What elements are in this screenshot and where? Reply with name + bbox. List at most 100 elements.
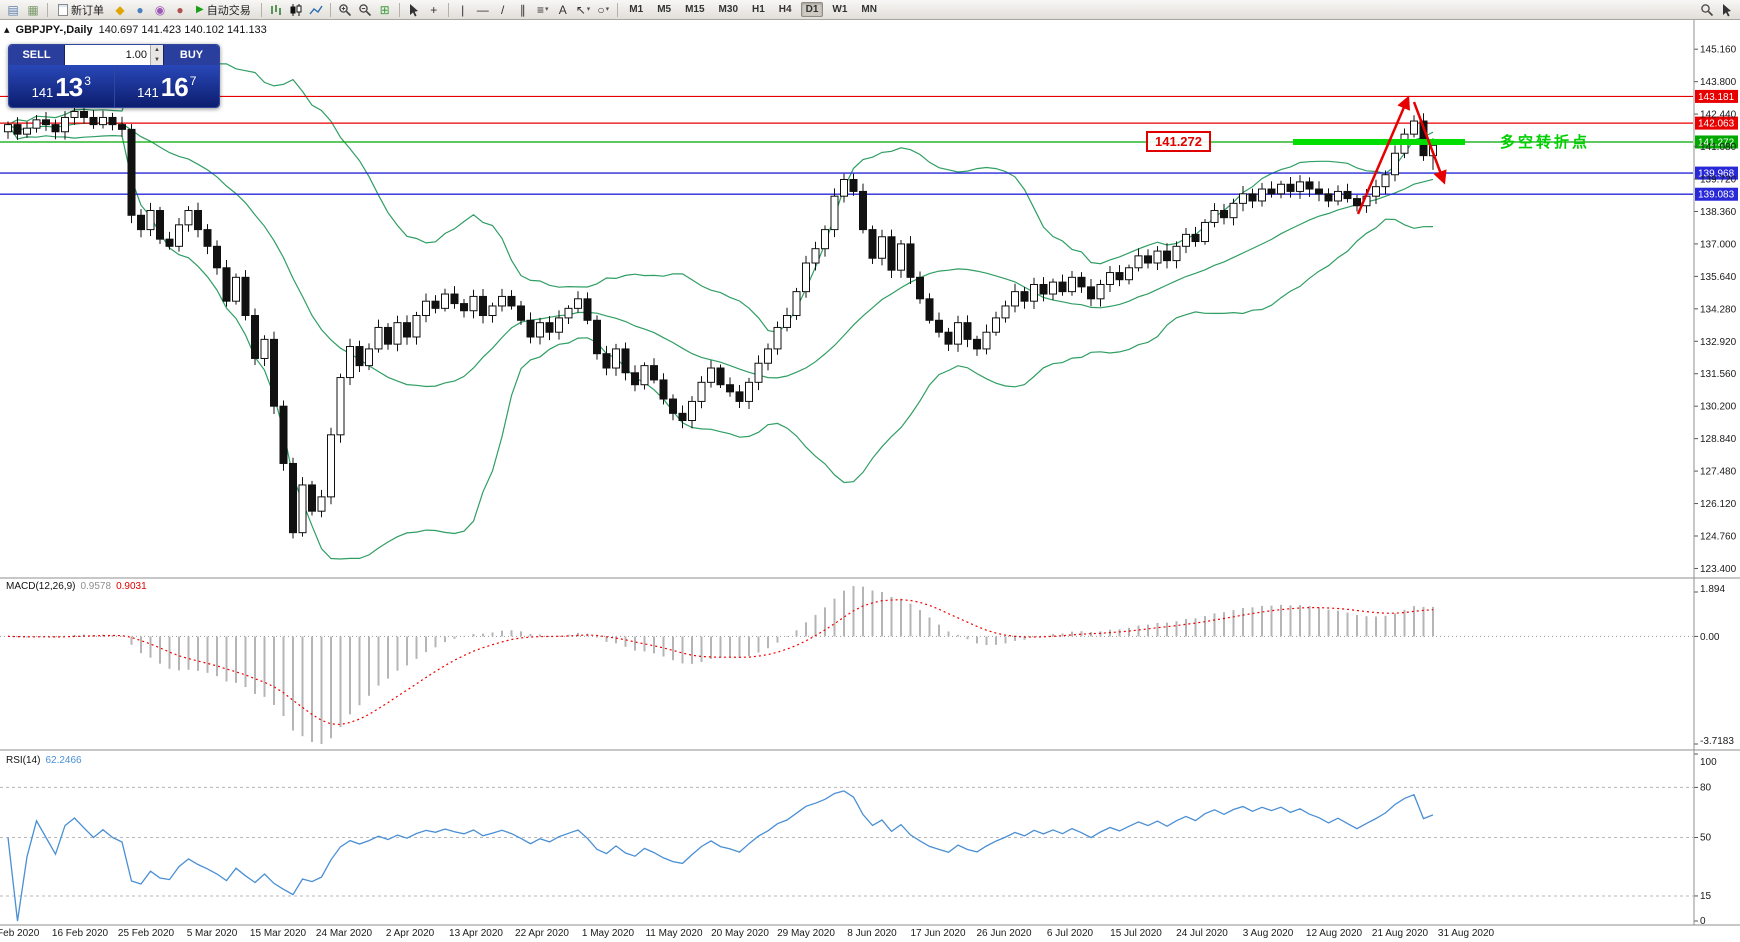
- candle: [1106, 265, 1114, 293]
- candle: [479, 289, 487, 324]
- turning-point-annotation[interactable]: 多空转折点: [1500, 134, 1591, 151]
- horizontal-line-icon[interactable]: —: [476, 2, 489, 17]
- candle: [517, 300, 525, 325]
- candle: [365, 343, 373, 371]
- contacts-icon[interactable]: ●: [136, 2, 144, 17]
- oneclick-collapse-icon[interactable]: ▴: [4, 24, 10, 36]
- profiles-icon[interactable]: ▦: [27, 2, 39, 17]
- candle: [203, 224, 212, 255]
- candle: [1163, 243, 1171, 269]
- autotrading-button[interactable]: ▶ 自动交易: [196, 4, 251, 17]
- candle: [32, 114, 41, 133]
- candle: [1058, 274, 1067, 296]
- sell-tab[interactable]: SELL: [22, 49, 51, 61]
- dropdown-caret-icon[interactable]: ▾: [605, 6, 610, 13]
- time-axis-label: 3 Aug 2020: [1243, 928, 1294, 939]
- price-level-annotation[interactable]: 141.272: [1146, 131, 1211, 152]
- timeframe-button-m1[interactable]: M1: [629, 4, 644, 15]
- time-axis-label: 21 Aug 2020: [1372, 928, 1429, 939]
- candle: [146, 202, 155, 237]
- candle: [317, 489, 326, 518]
- candle: [1296, 175, 1304, 199]
- candle: [1001, 300, 1010, 323]
- buy-button[interactable]: 141 16 7: [115, 65, 220, 107]
- crosshair-icon[interactable]: +: [430, 2, 438, 17]
- candle: [498, 288, 506, 312]
- candle: [612, 343, 620, 376]
- tile-windows-icon[interactable]: ⊞: [379, 2, 390, 17]
- candle: [1068, 271, 1076, 296]
- candle: [327, 427, 335, 505]
- charts-icon[interactable]: ▤: [7, 2, 19, 17]
- candle: [574, 291, 582, 313]
- candle: [593, 315, 601, 360]
- trend-arrows[interactable]: [1356, 95, 1447, 215]
- volume-field[interactable]: 1.00 ▲ ▼: [64, 45, 164, 65]
- sell-button[interactable]: 141 13 3: [9, 65, 115, 107]
- time-axis-label: 25 Feb 2020: [118, 928, 175, 939]
- time-axis-label: 20 May 2020: [711, 928, 769, 939]
- channel-icon[interactable]: ∥: [519, 2, 526, 17]
- search-icon[interactable]: [1698, 1, 1716, 18]
- candle: [1011, 283, 1019, 313]
- market-icon[interactable]: ◆: [115, 2, 125, 17]
- candle: [764, 343, 772, 371]
- candle: [241, 270, 250, 321]
- new-order-button[interactable]: 新订单: [53, 1, 109, 18]
- candle: [1153, 246, 1162, 271]
- timeframe-button-m30[interactable]: M30: [718, 4, 738, 15]
- time-axis-label: 16 Feb 2020: [52, 928, 109, 939]
- candle: [536, 317, 544, 345]
- candle: [194, 202, 202, 238]
- vertical-line-icon[interactable]: |: [461, 2, 465, 17]
- timeframe-button-w1[interactable]: W1: [832, 4, 848, 15]
- volume-up-icon[interactable]: ▲: [151, 45, 163, 55]
- buy-tab[interactable]: BUY: [179, 49, 204, 61]
- timeframe-button-d1[interactable]: D1: [800, 2, 824, 17]
- timeframe-button-mn[interactable]: MN: [861, 4, 877, 15]
- up-arrow[interactable]: [1356, 95, 1410, 215]
- candle: [1286, 176, 1295, 198]
- arrows-icon[interactable]: ↖ ▾: [575, 2, 591, 17]
- text-icon[interactable]: A: [558, 2, 567, 17]
- bar-chart-icon[interactable]: [267, 1, 285, 18]
- line-chart-icon[interactable]: [307, 1, 325, 18]
- rsi-axis-label: 15: [1700, 891, 1712, 902]
- cursor-icon[interactable]: [405, 1, 423, 18]
- horizontal-level-lines: 143.181 142.063 141.272 139.968 139.083: [0, 89, 1738, 201]
- timeframe-button-m15[interactable]: M15: [685, 4, 705, 15]
- candle: [1030, 277, 1038, 310]
- zoom-in-icon[interactable]: [336, 1, 354, 18]
- fibonacci-icon[interactable]: ≡ ▾: [536, 2, 549, 17]
- volume-value[interactable]: 1.00: [125, 49, 147, 61]
- candle: [137, 209, 145, 238]
- down-arrow[interactable]: [1412, 101, 1447, 185]
- pointer-icon[interactable]: [1718, 1, 1736, 18]
- trendline-icon[interactable]: /: [501, 2, 505, 17]
- shapes-icon[interactable]: ○ ▾: [597, 2, 610, 17]
- news-icon[interactable]: ●: [176, 2, 184, 17]
- timeframe-button-h4[interactable]: H4: [778, 4, 792, 15]
- candle: [650, 358, 658, 384]
- timeframe-button-m5[interactable]: M5: [657, 4, 672, 15]
- candlestick-chart-icon[interactable]: [287, 1, 305, 18]
- support-zone-bar[interactable]: [1293, 138, 1465, 145]
- candle: [1305, 177, 1314, 197]
- candle: [669, 394, 677, 421]
- signals-icon[interactable]: ◉: [154, 2, 166, 17]
- time-axis-label: 12 Aug 2020: [1306, 928, 1363, 939]
- zoom-out-icon[interactable]: [356, 1, 374, 18]
- volume-down-icon[interactable]: ▼: [151, 55, 163, 65]
- candle: [1191, 226, 1200, 247]
- timeframe-button-h1[interactable]: H1: [752, 4, 765, 15]
- candle: [697, 376, 706, 409]
- candle: [954, 315, 962, 352]
- candle: [659, 373, 668, 405]
- dropdown-caret-icon[interactable]: ▾: [586, 6, 591, 13]
- candle: [51, 119, 60, 140]
- dropdown-caret-icon[interactable]: ▾: [544, 6, 549, 13]
- candle: [773, 321, 782, 355]
- candle: [830, 188, 839, 238]
- candle: [232, 273, 240, 305]
- chart-symbol-period: GBPJPY-,Daily: [15, 23, 93, 36]
